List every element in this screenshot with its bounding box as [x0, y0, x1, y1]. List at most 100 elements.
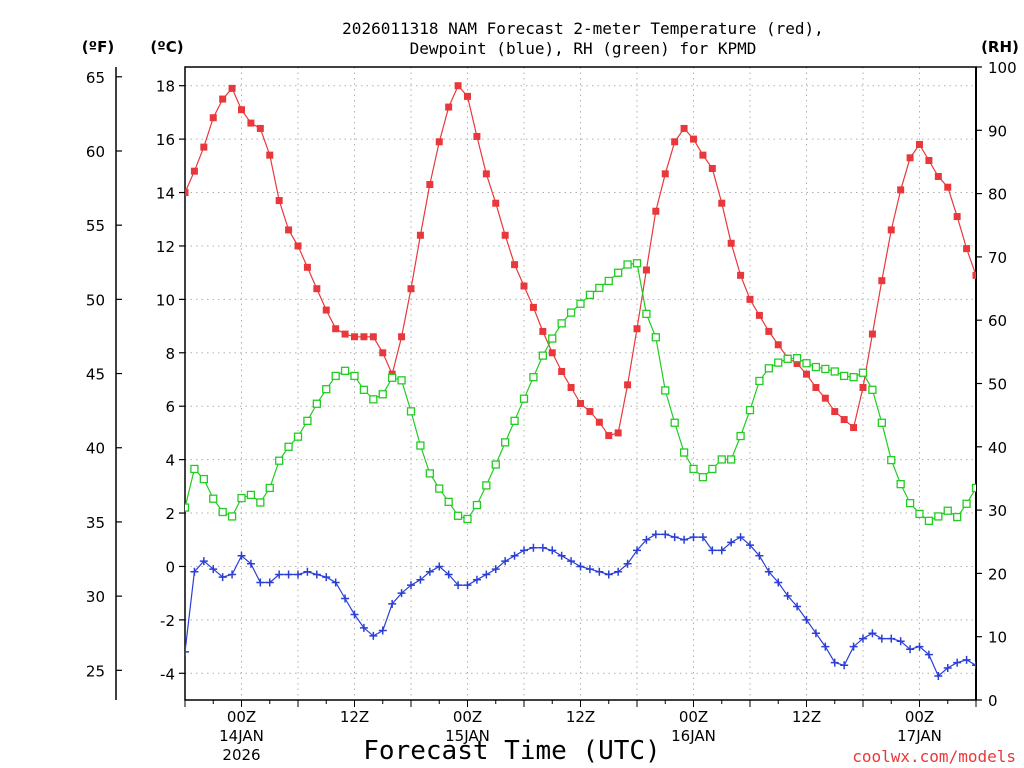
temperature-point: [473, 132, 481, 140]
dewpoint-point: [642, 535, 651, 544]
relative-humidity-point: [444, 497, 453, 507]
temperature-point: [501, 231, 509, 239]
dewpoint-point: [934, 671, 943, 680]
dewpoint-point: [727, 538, 736, 547]
dewpoint-point: [698, 533, 707, 542]
relative-humidity-point: [840, 371, 849, 381]
relative-humidity-point: [736, 431, 745, 441]
temperature-point: [755, 311, 763, 319]
dewpoint-point: [520, 546, 528, 555]
relative-humidity-point: [811, 362, 821, 372]
temperature-point: [482, 170, 490, 178]
temperature-point: [539, 327, 547, 335]
temperature-point: [322, 306, 330, 314]
relative-humidity-point: [755, 376, 764, 386]
rh-unit-label: (RH): [981, 38, 1019, 56]
dewpoint-point: [576, 562, 585, 571]
celsius-tick-label: 0: [165, 558, 175, 576]
temperature-point: [878, 277, 886, 285]
dewpoint-point: [256, 578, 265, 587]
temperature-line: [185, 84, 976, 437]
temperature-point: [190, 167, 198, 175]
fahrenheit-tick-label: 65: [86, 69, 105, 87]
dewpoint-point: [407, 581, 415, 590]
temperature-point: [266, 151, 274, 159]
temperature-point: [982, 288, 989, 295]
temperature-point: [887, 226, 895, 234]
dewpoint-series: [185, 530, 976, 680]
dewpoint-point: [868, 629, 877, 638]
temperature-point: [398, 333, 406, 341]
dewpoint-point: [548, 546, 557, 555]
dewpoint-point: [887, 634, 896, 643]
relative-humidity-point: [698, 473, 708, 482]
relative-humidity-point: [991, 462, 998, 469]
dewpoint-point: [463, 581, 472, 590]
temperature-point: [614, 429, 622, 437]
temperature-point: [652, 207, 660, 215]
rh-tick-label: 10: [988, 629, 1007, 647]
dewpoint-point: [237, 551, 246, 560]
dewpoint-point: [717, 546, 726, 555]
dewpoint-point: [595, 567, 604, 576]
x-tick-year-label: 2026: [222, 746, 260, 764]
dewpoint-point: [209, 565, 218, 574]
temperature-point: [285, 226, 293, 234]
temperature-point: [247, 119, 255, 127]
dewpoint-point: [294, 570, 302, 579]
temperature-point: [944, 183, 952, 191]
relative-humidity-point: [359, 385, 369, 394]
dewpoint-point: [265, 578, 274, 587]
dewpoint-point: [906, 645, 915, 654]
relative-humidity-point: [482, 481, 491, 490]
celsius-tick-label: 4: [165, 452, 175, 470]
fahrenheit-unit-label: (ºF): [82, 38, 114, 56]
temperature-point: [699, 151, 707, 159]
fahrenheit-tick-label: 45: [86, 366, 105, 384]
relative-humidity-point: [378, 390, 387, 399]
relative-humidity-point: [397, 376, 406, 385]
source-credit: coolwx.com/models: [852, 747, 1016, 766]
temperature-point: [426, 181, 434, 189]
fahrenheit-tick-label: 25: [86, 662, 105, 680]
relative-humidity-point: [783, 354, 792, 363]
temperature-point: [934, 173, 942, 181]
dewpoint-point: [764, 567, 773, 576]
dewpoint-point: [228, 570, 237, 579]
dewpoint-point: [190, 567, 199, 576]
relative-humidity-point: [934, 512, 943, 521]
relative-humidity-point: [877, 418, 886, 427]
temperature-point: [332, 325, 340, 333]
celsius-tick-label: 8: [165, 345, 175, 363]
relative-humidity-point: [275, 456, 284, 465]
dewpoint-point: [651, 530, 660, 539]
relative-humidity-point: [491, 460, 500, 469]
relative-humidity-point: [774, 358, 783, 367]
dewpoint-point: [811, 629, 820, 638]
x-tick-date-label: 14JAN: [219, 727, 264, 745]
x-tick-label: 00Z: [453, 708, 482, 726]
relative-humidity-point: [962, 499, 971, 508]
x-tick-label: 12Z: [340, 708, 369, 726]
temperature-point: [303, 263, 311, 271]
relative-humidity-point: [924, 516, 934, 526]
dewpoint-point: [341, 594, 350, 603]
relative-humidity-point: [529, 373, 538, 382]
relative-humidity-point: [284, 442, 293, 451]
dewpoint-point: [774, 578, 783, 587]
dewpoint-point: [529, 543, 538, 552]
rh-tick-label: 30: [988, 502, 1007, 520]
temperature-point: [209, 114, 217, 122]
temperature-point: [746, 295, 754, 303]
relative-humidity-point: [190, 464, 199, 474]
relative-humidity-point: [425, 469, 434, 478]
dewpoint-point: [802, 615, 811, 624]
relative-humidity-point: [185, 503, 190, 512]
fahrenheit-tick-label: 30: [86, 588, 105, 606]
temperature-series: [185, 82, 989, 440]
dewpoint-point: [246, 559, 255, 568]
temperature-point: [435, 138, 443, 146]
dewpoint-point: [510, 551, 519, 560]
relative-humidity-point: [670, 418, 679, 427]
